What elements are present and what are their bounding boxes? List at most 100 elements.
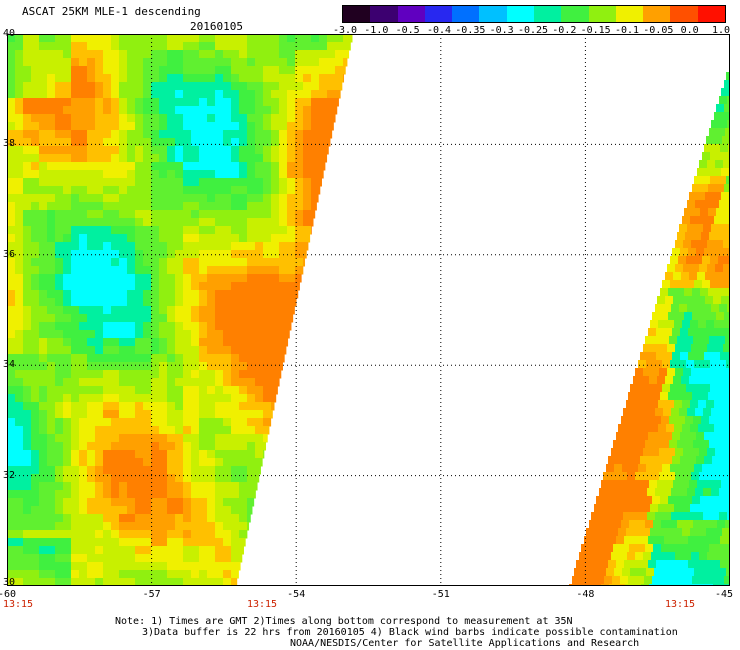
wind-cell <box>71 394 80 403</box>
wind-cell <box>630 568 639 577</box>
wind-cell <box>7 442 16 451</box>
wind-cell <box>167 402 176 411</box>
wind-cell <box>239 234 248 243</box>
wind-cell <box>127 242 136 251</box>
wind-cell <box>684 392 693 401</box>
wind-cell <box>684 312 693 321</box>
wind-cell <box>207 514 216 523</box>
wind-cell <box>15 434 24 443</box>
wind-cell <box>63 210 72 219</box>
wind-cell <box>127 274 136 283</box>
wind-cell <box>135 42 144 51</box>
wind-cell <box>111 282 120 291</box>
wind-cell <box>71 90 80 99</box>
wind-cell <box>231 122 240 131</box>
map-title: ASCAT 25KM MLE-1 descending <box>22 5 201 18</box>
wind-cell <box>87 58 96 67</box>
wind-cell <box>720 248 729 257</box>
wind-cell <box>263 258 272 267</box>
wind-cell <box>279 298 288 307</box>
wind-cell <box>676 496 685 505</box>
wind-cell <box>223 546 232 555</box>
wind-cell <box>135 274 144 283</box>
wind-cell <box>79 194 88 203</box>
wind-cell <box>71 434 80 443</box>
wind-cell <box>327 146 329 155</box>
wind-cell <box>255 106 264 115</box>
wind-cell <box>658 320 667 329</box>
wind-cell <box>183 378 192 387</box>
wind-cell <box>119 90 128 99</box>
wind-cell <box>191 34 200 43</box>
wind-cell <box>239 202 248 211</box>
wind-cell <box>71 538 80 547</box>
wind-cell <box>279 42 288 51</box>
wind-cell <box>207 442 216 451</box>
wind-cell <box>247 442 256 451</box>
wind-cell <box>683 472 692 481</box>
wind-cell <box>199 546 208 555</box>
wind-cell <box>199 442 208 451</box>
wind-cell <box>47 474 56 483</box>
wind-cell <box>223 90 232 99</box>
wind-cell <box>674 504 683 513</box>
wind-cell <box>151 202 160 211</box>
wind-cell <box>608 456 617 465</box>
wind-cell <box>595 552 604 561</box>
wind-cell <box>247 418 256 427</box>
wind-cell <box>95 242 104 251</box>
wind-cell <box>167 506 176 515</box>
wind-cell <box>143 386 152 395</box>
wind-cell <box>47 266 56 275</box>
wind-cell <box>63 466 72 475</box>
wind-cell <box>719 408 728 417</box>
wind-cell <box>159 322 168 331</box>
wind-cell <box>119 114 128 123</box>
wind-cell <box>695 488 704 497</box>
wind-cell <box>653 544 662 553</box>
wind-cell <box>635 552 644 561</box>
wind-cell <box>667 448 676 457</box>
wind-cell <box>295 234 304 243</box>
wind-cell <box>7 330 16 339</box>
wind-cell <box>191 450 200 459</box>
wind-cell <box>39 282 48 291</box>
wind-cell <box>343 74 345 83</box>
wind-cell <box>223 554 232 563</box>
wind-cell <box>247 490 256 499</box>
wind-cell <box>7 226 16 235</box>
wind-cell <box>690 528 699 537</box>
wind-cell <box>15 274 24 283</box>
wind-cell <box>691 472 700 481</box>
wind-cell <box>650 400 659 409</box>
wind-cell <box>215 98 224 107</box>
wind-cell <box>175 442 184 451</box>
wind-cell <box>335 82 343 91</box>
wind-cell <box>686 280 695 289</box>
wind-cell <box>303 218 312 227</box>
wind-cell <box>231 90 240 99</box>
wind-cell <box>327 114 336 123</box>
wind-cell <box>167 130 176 139</box>
wind-cell <box>15 186 24 195</box>
wind-cell <box>247 338 256 347</box>
wind-cell <box>151 122 160 131</box>
wind-cell <box>633 376 642 385</box>
wind-cell <box>247 450 256 459</box>
wind-cell <box>263 426 270 435</box>
wind-cell <box>311 58 320 67</box>
wind-cell <box>79 202 88 211</box>
wind-cell <box>646 464 655 473</box>
wind-cell <box>191 186 200 195</box>
wind-cell <box>718 256 727 265</box>
wind-cell <box>665 376 674 385</box>
wind-cell <box>695 512 704 521</box>
wind-cell <box>159 426 168 435</box>
wind-cell <box>39 458 48 467</box>
wind-cell <box>127 122 136 131</box>
wind-cell <box>31 554 40 563</box>
wind-cell <box>95 458 104 467</box>
wind-cell <box>670 256 679 265</box>
wind-cell <box>95 554 104 563</box>
wind-cell <box>175 114 184 123</box>
